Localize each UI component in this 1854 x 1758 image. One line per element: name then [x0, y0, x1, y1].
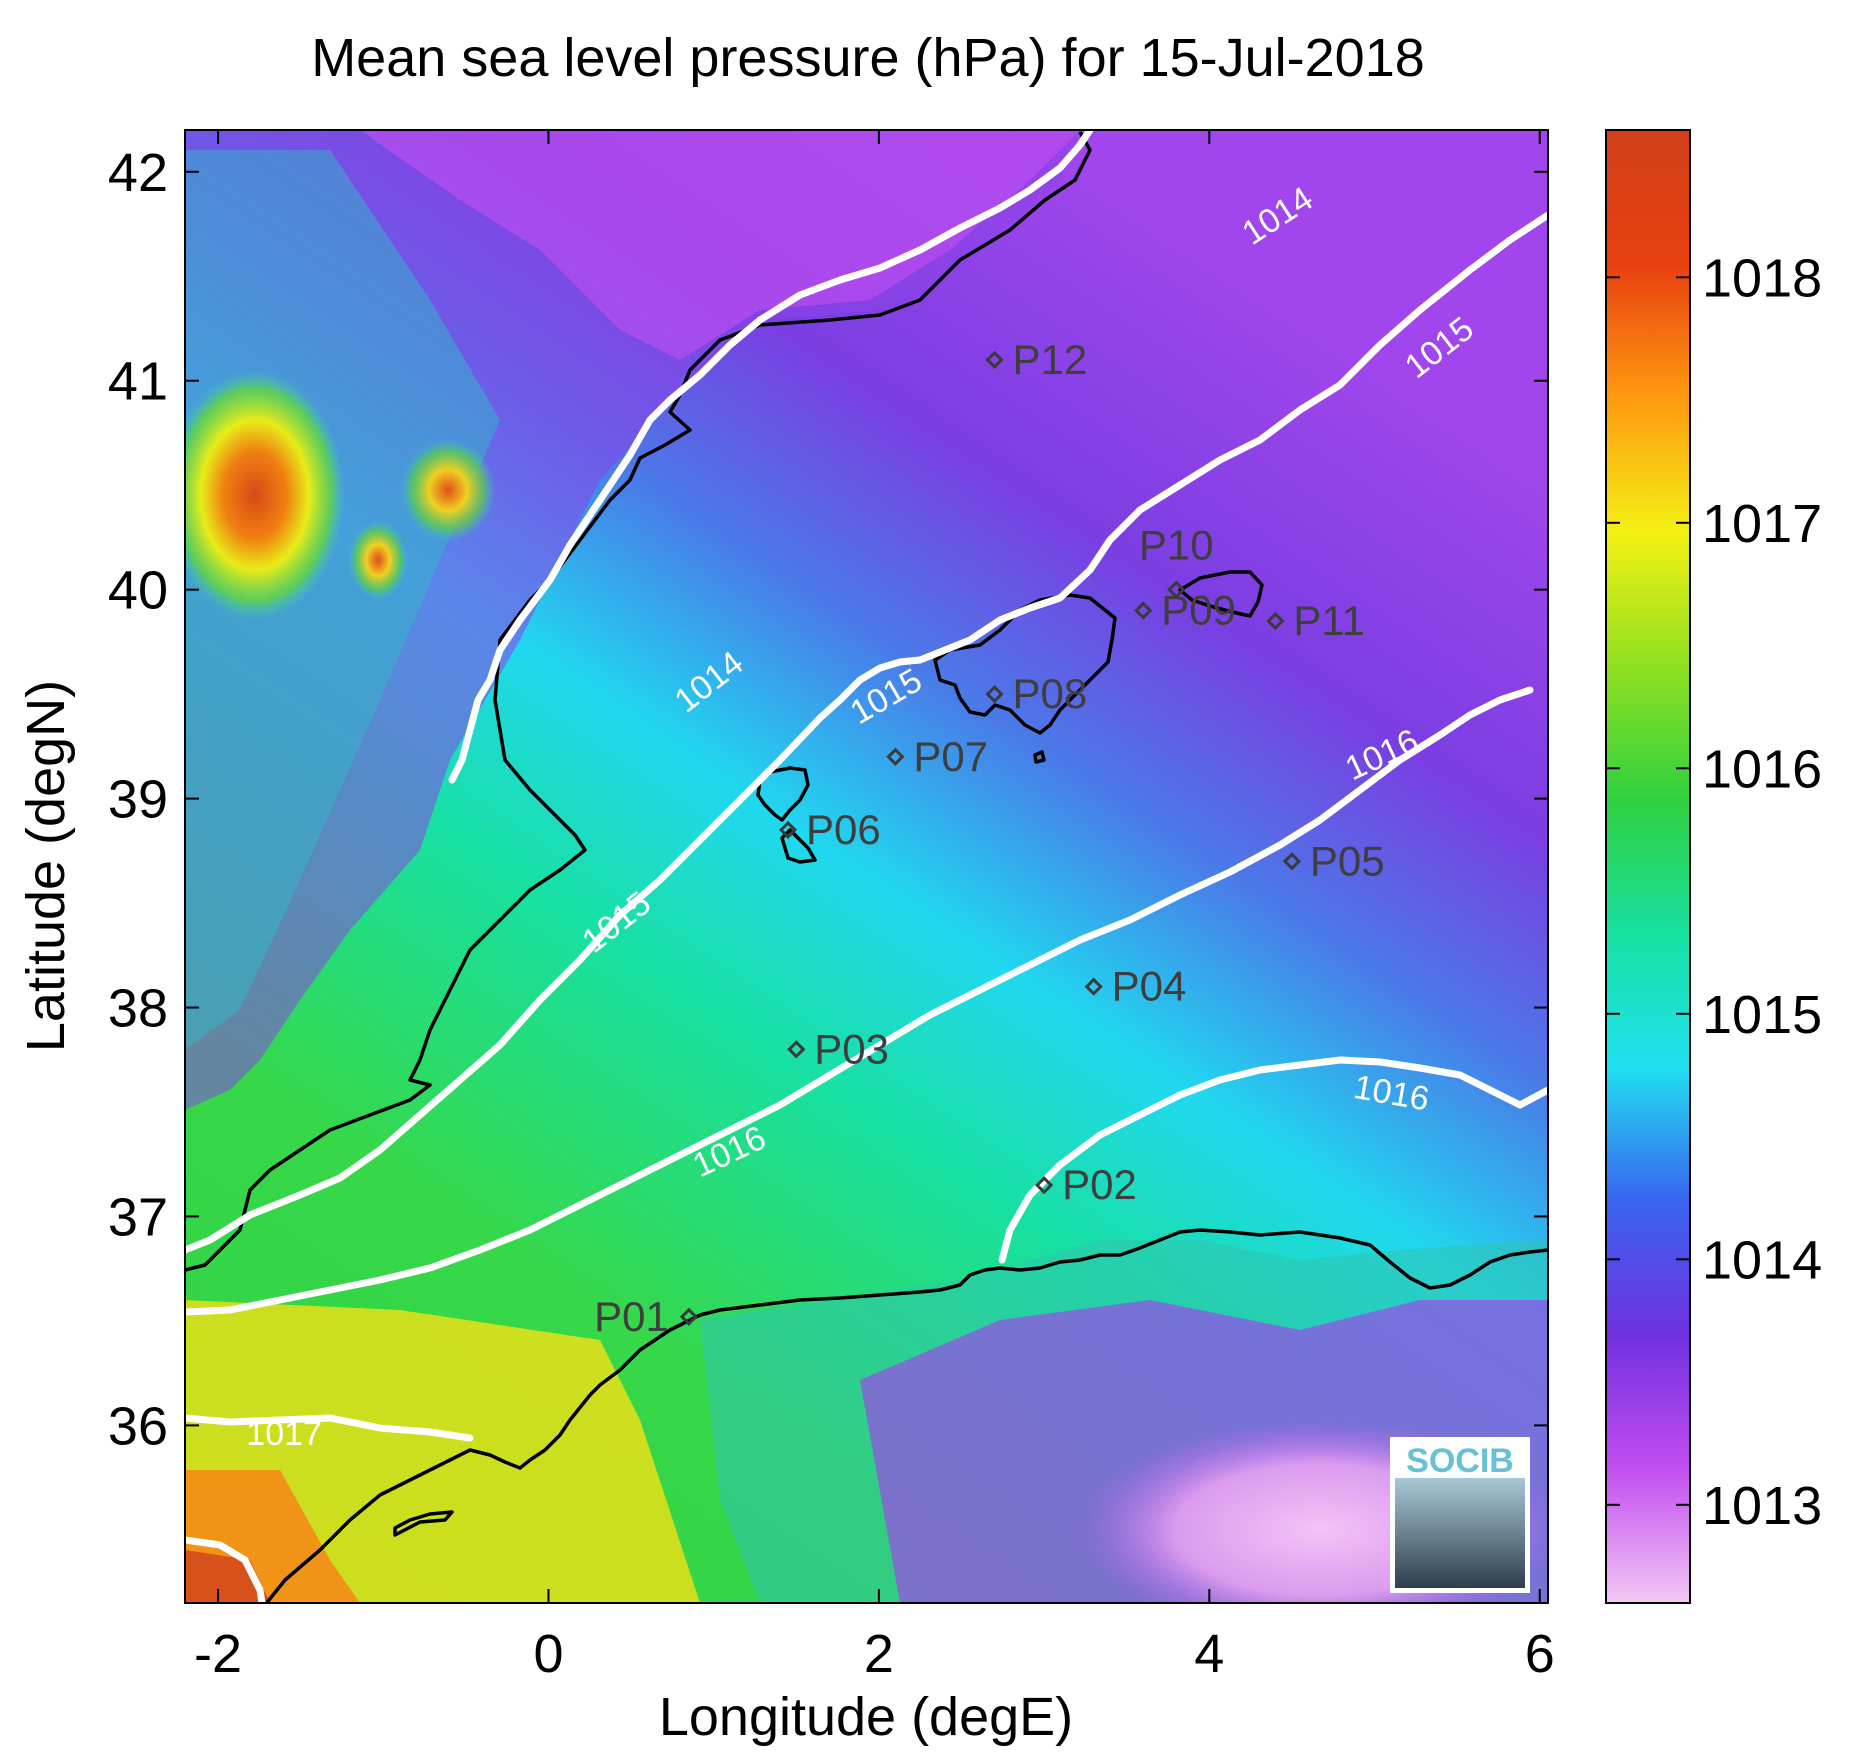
x-tick-label: 0 [533, 1624, 563, 1684]
station-marker-p04 [1084, 977, 1103, 996]
station-label-p04: P04 [1112, 963, 1187, 1010]
x-tick-label: -2 [194, 1624, 242, 1684]
station-label-p06: P06 [806, 806, 881, 853]
station-marker-p12 [985, 350, 1004, 369]
station-label-p12: P12 [1013, 336, 1088, 383]
station-marker-p09 [1134, 601, 1153, 620]
colorbar-tick-label: 1016 [1702, 739, 1822, 799]
socib-logo-text: SOCIB [1406, 1442, 1514, 1480]
coastlines [185, 131, 1548, 1603]
colorbar-tick-label: 1015 [1702, 985, 1822, 1045]
station-label-p03: P03 [814, 1025, 889, 1072]
cabrera-island [1033, 750, 1046, 764]
contour-label: 1017 [246, 1415, 322, 1453]
x-tick-label: 6 [1525, 1624, 1555, 1684]
high-pressure-cell-1 [185, 370, 345, 620]
alboran-island [393, 1510, 454, 1537]
colorbar-tick-label: 1014 [1702, 1230, 1822, 1290]
south-high-pressure [185, 1300, 700, 1603]
x-tick-label: 2 [864, 1624, 894, 1684]
station-label-p07: P07 [913, 733, 988, 780]
africa-coastline [264, 1228, 1548, 1603]
y-tick-label: 38 [108, 979, 168, 1039]
station-label-p11: P11 [1293, 597, 1365, 644]
station-marker-p11 [1266, 611, 1285, 631]
high-pressure-cell-2 [400, 438, 496, 542]
socib-logo-image [1395, 1478, 1525, 1588]
plot-frame [184, 129, 1549, 1604]
isobar-1017-south [185, 1414, 474, 1442]
station-marker-p02 [1034, 1176, 1054, 1195]
station-marker-p05 [1282, 852, 1302, 871]
station-label-p01: P01 [594, 1293, 669, 1340]
menorca-coastline [1178, 570, 1264, 618]
y-axis: 36 37 38 39 40 41 42 [108, 143, 1548, 1456]
y-tick-label: 40 [108, 561, 168, 621]
isobar-1017-corner [185, 1536, 266, 1603]
colorbar-tick-label: 1013 [1702, 1476, 1822, 1536]
station-marker-p08 [985, 685, 1004, 704]
station-marker-p03 [787, 1040, 806, 1059]
station-marker-p06 [778, 820, 798, 840]
x-axis-label: Longitude (degE) [659, 1687, 1073, 1747]
colorbar [1605, 129, 1691, 1604]
y-tick-label: 41 [108, 352, 168, 412]
y-axis-label: Latitude (degN) [16, 680, 76, 1052]
x-tick-label: 4 [1194, 1624, 1224, 1684]
socib-logo: SOCIB [1390, 1437, 1530, 1593]
isobar-1015-upper [185, 211, 1548, 1254]
station-label-p02: P02 [1062, 1161, 1137, 1208]
ibiza-coastline [756, 766, 810, 822]
isobar-1016-lower [998, 1056, 1548, 1264]
y-tick-label: 36 [108, 1396, 168, 1456]
station-marker-p07 [886, 747, 905, 766]
isobar-1014-north [448, 130, 1094, 784]
station-marker-p01 [679, 1307, 699, 1326]
map-title: Mean sea level pressure (hPa) for 15-Jul… [311, 28, 1425, 88]
station-marker-p10 [1167, 580, 1186, 599]
colorbar-tick-label: 1018 [1702, 248, 1822, 308]
y-tick-label: 42 [108, 143, 168, 203]
x-axis: -2 0 2 4 6 [194, 130, 1555, 1684]
isobar-1016-middle [185, 686, 1534, 1316]
high-pressure-cell-3 [348, 520, 408, 600]
station-label-p05: P05 [1310, 837, 1385, 884]
y-tick-label: 37 [108, 1187, 168, 1247]
y-tick-label: 39 [108, 770, 168, 830]
station-label-p08: P08 [1013, 670, 1088, 717]
colorbar-ticks: 1013 1014 1015 1016 1017 1018 [1606, 248, 1822, 1536]
colorbar-tick-label: 1017 [1702, 494, 1822, 554]
iberia-coastline [185, 131, 1092, 1272]
land-very-low-pressure-n [360, 130, 1080, 360]
station-label-p10: P10 [1139, 522, 1214, 569]
isobar-contours [185, 130, 1548, 1603]
